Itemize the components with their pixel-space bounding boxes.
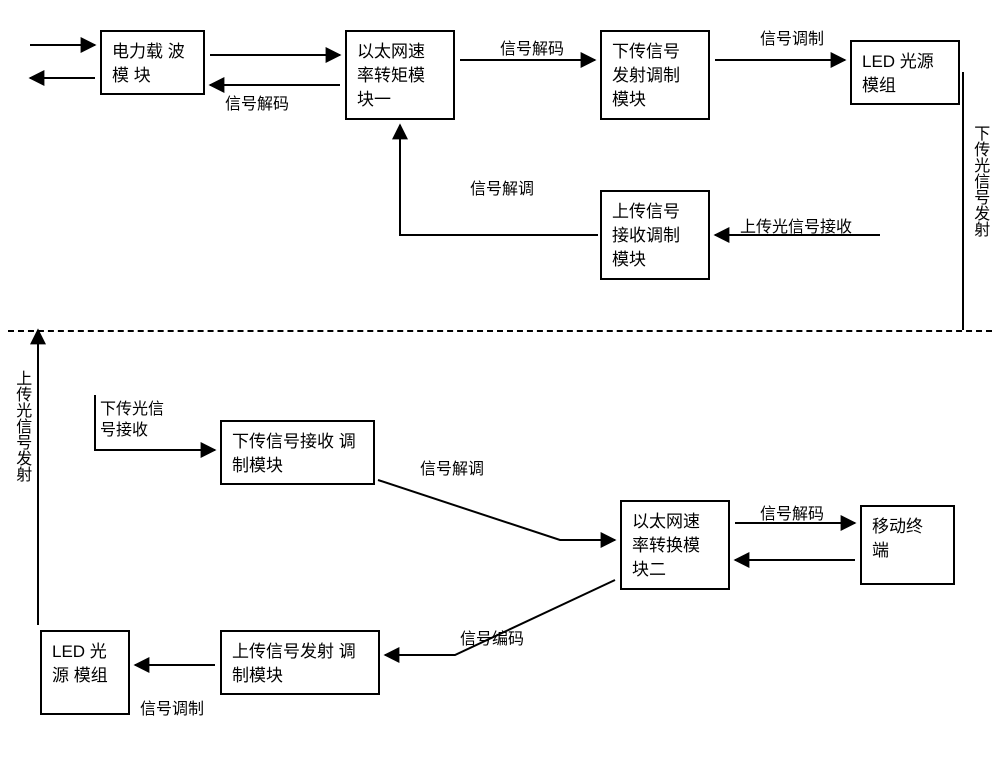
signal-demod-label-1: 信号解调 [470, 180, 534, 201]
eth2-text: 以太网速 率转换模 块二 [632, 512, 700, 579]
eth1-text: 以太网速 率转矩模 块一 [357, 42, 425, 109]
plc-module-text: 电力载 波模 块 [112, 42, 185, 85]
downlink-optical-rx-label: 下传光信 号接收 [100, 400, 164, 442]
signal-decode-label-3: 信号解码 [760, 505, 824, 526]
downlink-optical-tx-label: 下传光信号发射 [970, 125, 989, 237]
plc-module-box: 电力载 波模 块 [100, 30, 205, 95]
led-source-bottom-box: LED 光 源 模组 [40, 630, 130, 715]
ethernet-converter-1-box: 以太网速 率转矩模 块一 [345, 30, 455, 120]
mobile-text: 移动终 端 [872, 517, 923, 560]
arrows-layer [0, 0, 1000, 767]
led-source-top-box: LED 光源 模组 [850, 40, 960, 105]
up-tx-text: 上传信号发射 调制模块 [232, 642, 356, 685]
mobile-terminal-box: 移动终 端 [860, 505, 955, 585]
uplink-tx-mod-box: 上传信号发射 调制模块 [220, 630, 380, 695]
uplink-optical-rx-label: 上传光信号接收 [740, 218, 852, 239]
uplink-rx-mod-box: 上传信号 接收调制 模块 [600, 190, 710, 280]
ethernet-converter-2-box: 以太网速 率转换模 块二 [620, 500, 730, 590]
led-top-text: LED 光源 模组 [862, 52, 934, 95]
uplink-optical-tx-label: 上传光信号发射 [12, 370, 31, 482]
signal-modulation-bottom-label: 信号调制 [140, 700, 204, 721]
signal-demod-label-2: 信号解调 [420, 460, 484, 481]
signal-encode-label: 信号编码 [460, 630, 524, 651]
dashed-divider [8, 330, 992, 332]
downlink-tx-mod-box: 下传信号 发射调制 模块 [600, 30, 710, 120]
down-rx-text: 下传信号接收 调制模块 [232, 432, 356, 475]
down-tx-text: 下传信号 发射调制 模块 [612, 42, 680, 109]
downlink-rx-mod-box: 下传信号接收 调制模块 [220, 420, 375, 485]
led-bot-text: LED 光 源 模组 [52, 642, 108, 685]
up-rx-text: 上传信号 接收调制 模块 [612, 202, 680, 269]
signal-decode-label-1: 信号解码 [225, 95, 289, 116]
signal-modulation-top-label: 信号调制 [760, 30, 824, 51]
signal-decode-label-2: 信号解码 [500, 40, 564, 61]
